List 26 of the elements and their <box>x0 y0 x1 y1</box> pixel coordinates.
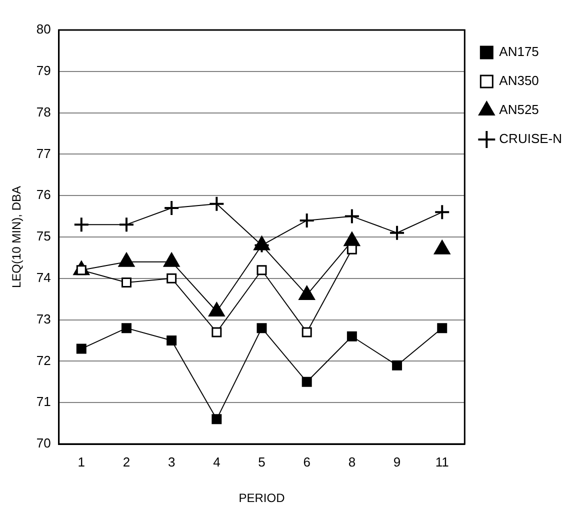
x-tick-label: 1 <box>78 454 86 470</box>
y-tick-label: 75 <box>36 228 51 244</box>
x-tick-label: 11 <box>435 454 449 470</box>
y-tick-label: 72 <box>36 352 51 368</box>
x-tick-label: 3 <box>168 454 176 470</box>
y-tick-label: 74 <box>36 270 51 285</box>
x-axis-title: PERIOD <box>238 491 286 506</box>
y-axis-title: LEQ(10 MIN), DBA <box>10 186 24 288</box>
x-tick-label: 4 <box>213 454 220 470</box>
y-tick-label: 71 <box>36 394 51 410</box>
legend-label: AN175 <box>499 44 539 60</box>
y-tick-label: 80 <box>36 22 51 37</box>
legend-label: AN525 <box>499 102 539 118</box>
y-tick-label: 79 <box>36 62 51 78</box>
y-tick-label: 77 <box>36 146 51 161</box>
legend-label: AN350 <box>499 73 539 88</box>
y-tick-label: 73 <box>36 311 51 326</box>
x-tick-label: 6 <box>303 454 310 470</box>
y-tick-label: 76 <box>36 187 51 202</box>
x-tick-label: 2 <box>122 454 130 470</box>
y-tick-label: 70 <box>36 436 51 451</box>
x-tick-label: 8 <box>348 454 356 470</box>
x-tick-label: 9 <box>393 454 401 470</box>
legend-label: CRUISE-N <box>499 131 562 146</box>
x-tick-label: 5 <box>258 454 266 470</box>
y-tick-label: 78 <box>36 104 51 120</box>
